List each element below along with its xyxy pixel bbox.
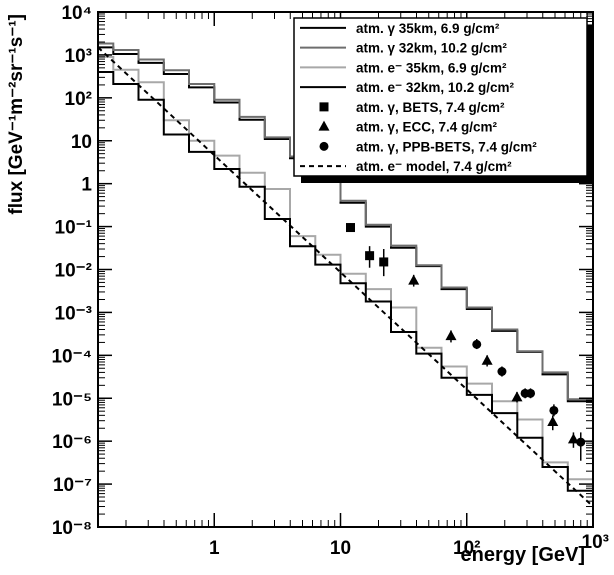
legend-label: atm. γ, PPB-BETS, 7.4 g/cm² <box>356 139 537 154</box>
legend-label: atm. γ 32km, 10.2 g/cm² <box>356 41 507 56</box>
x-tick-label: 10² <box>453 538 480 559</box>
y-tick-label: 10⁻² <box>55 261 93 282</box>
x-axis-label: energy [GeV] <box>461 544 585 566</box>
data-point-triangle <box>547 415 559 426</box>
legend-box <box>293 17 588 177</box>
y-tick-label: 10⁻¹ <box>55 218 93 239</box>
legend-label: atm. e⁻ 35km, 6.9 g/cm² <box>356 60 507 75</box>
data-point-circle <box>472 339 482 349</box>
x-tick-label: 10³ <box>582 532 609 553</box>
points-layer <box>345 223 586 461</box>
y-tick-label: 10⁻⁷ <box>53 475 92 496</box>
y-axis-label: flux [GeV⁻¹m⁻²sr⁻¹s⁻¹] <box>6 14 27 215</box>
data-point-triangle <box>567 433 579 444</box>
x-tick-label: 1 <box>209 538 220 559</box>
legend-label: atm. γ, BETS, 7.4 g/cm² <box>356 100 505 115</box>
y-tick-label: 10⁻⁴ <box>51 346 92 367</box>
y-tick-label: 10² <box>65 89 92 110</box>
data-point-square <box>345 223 355 233</box>
y-tick-label: 10⁻³ <box>55 303 93 324</box>
legend: atm. γ 35km, 6.9 g/cm² atm. γ 32km, 10.2 … <box>293 17 594 183</box>
legend-label: atm. γ, ECC, 7.4 g/cm² <box>356 120 498 135</box>
y-tick-label: 10³ <box>65 46 92 67</box>
legend-label: atm. e⁻ 32km, 10.2 g/cm² <box>356 80 514 95</box>
y-tick-label: 1 <box>81 175 92 196</box>
legend-square-marker <box>319 102 329 112</box>
data-point-square <box>365 251 375 261</box>
data-point-triangle <box>481 354 493 365</box>
data-point-circle <box>497 367 507 377</box>
data-point-circle <box>549 405 559 415</box>
series-line-1 <box>98 42 593 401</box>
legend-triangle-marker <box>318 120 330 131</box>
y-tick-label: 10 <box>71 132 92 153</box>
y-tick-label: 10⁴ <box>61 3 92 24</box>
legend-circle-marker <box>319 141 329 151</box>
data-point-circle <box>576 437 586 447</box>
series-layer <box>97 42 594 508</box>
legend-label: atm. e⁻ model, 7.4 g/cm² <box>356 159 512 174</box>
y-tick-label: 10⁻⁸ <box>52 518 92 539</box>
legend-label: atm. γ 35km, 6.9 g/cm² <box>356 21 500 36</box>
data-point-triangle <box>445 330 457 341</box>
model-line <box>97 46 594 508</box>
data-point-triangle <box>511 391 523 402</box>
series-line-3 <box>98 71 593 492</box>
y-tick-label: 10⁻⁶ <box>52 432 92 453</box>
data-point-circle <box>526 388 536 398</box>
axes-layer: 10⁻⁸ 10⁻⁷ 10⁻⁶ 10⁻⁵ 10⁻⁴ 10⁻³ 10⁻² 10⁻¹ 1 10 10² 10… <box>51 3 609 559</box>
data-point-square <box>379 257 389 267</box>
y-tick-label: 10⁻⁵ <box>52 389 92 410</box>
x-tick-label: 10 <box>330 538 351 559</box>
data-point-triangle <box>408 274 420 285</box>
